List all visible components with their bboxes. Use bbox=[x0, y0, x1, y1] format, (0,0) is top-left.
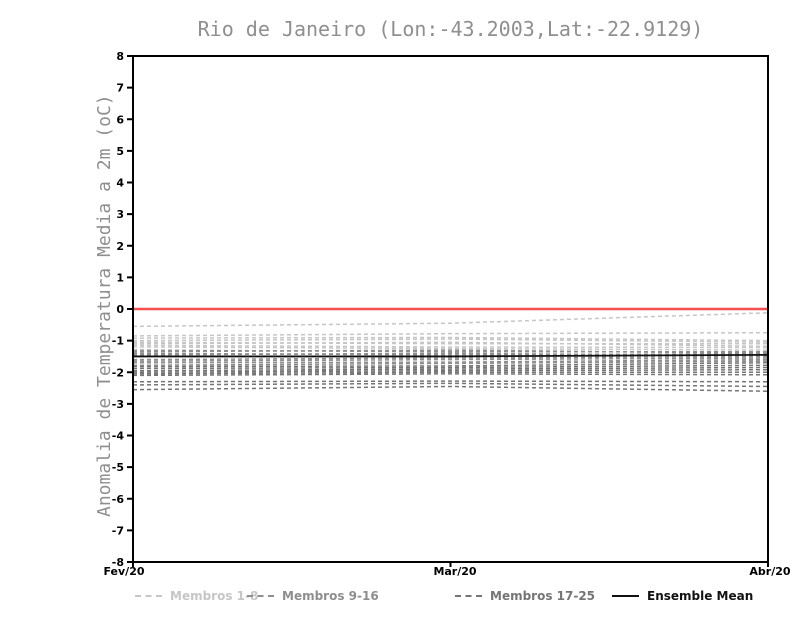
svg-text:1: 1 bbox=[116, 271, 124, 284]
dashed-line-sample bbox=[247, 595, 274, 597]
svg-text:-3: -3 bbox=[112, 398, 124, 411]
legend-label: Ensemble Mean bbox=[647, 589, 754, 603]
svg-text:-2: -2 bbox=[112, 366, 124, 379]
svg-text:6: 6 bbox=[116, 113, 124, 126]
svg-text:4: 4 bbox=[116, 177, 124, 190]
svg-text:8: 8 bbox=[116, 50, 124, 63]
legend-item-ensemble-mean: Ensemble Mean bbox=[612, 588, 753, 604]
svg-text:-8: -8 bbox=[112, 556, 124, 569]
svg-text:0: 0 bbox=[116, 303, 124, 316]
svg-text:-6: -6 bbox=[112, 493, 125, 506]
dashed-line-sample bbox=[455, 595, 482, 597]
dashed-line-sample bbox=[135, 595, 162, 597]
x-tick-label-fev: Fev/20 bbox=[103, 565, 145, 578]
svg-text:5: 5 bbox=[116, 145, 124, 158]
svg-text:-7: -7 bbox=[112, 524, 124, 537]
legend-item-membros-9-16: Membros 9-16 bbox=[247, 588, 379, 604]
svg-text:-5: -5 bbox=[112, 461, 124, 474]
svg-text:3: 3 bbox=[116, 208, 124, 221]
legend: Membros 1-8 Membros 9-16 Membros 17-25 E… bbox=[0, 588, 800, 608]
legend-item-membros-17-25: Membros 17-25 bbox=[455, 588, 595, 604]
legend-label: Membros 17-25 bbox=[490, 589, 596, 603]
legend-label: Membros 9-16 bbox=[282, 589, 379, 603]
legend-item-membros-1-8: Membros 1-8 bbox=[135, 588, 258, 604]
svg-text:-4: -4 bbox=[112, 430, 125, 443]
svg-text:2: 2 bbox=[116, 240, 124, 253]
x-tick-label-mar: Mar/20 bbox=[433, 565, 477, 578]
solid-line-sample bbox=[612, 595, 639, 597]
svg-text:-1: -1 bbox=[112, 335, 124, 348]
legend-label: Membros 1-8 bbox=[170, 589, 259, 603]
svg-text:7: 7 bbox=[116, 82, 124, 95]
x-tick-label-abr: Abr/20 bbox=[749, 565, 791, 578]
chart-title: Rio de Janeiro (Lon:-43.2003,Lat:-22.912… bbox=[197, 17, 704, 41]
